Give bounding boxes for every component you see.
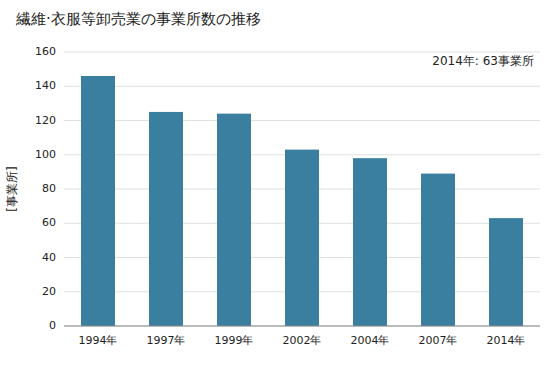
y-tick-label: 40 (42, 251, 56, 264)
y-tick-label: 120 (35, 114, 56, 127)
bar (81, 76, 115, 326)
chart-container: 0 20 40 60 80 100 120 140 160 1994年 1997年 1999年 2002… (0, 0, 560, 366)
x-axis-line (64, 326, 540, 327)
x-tick-label: 2014年 (487, 334, 526, 347)
y-tick-label: 20 (42, 285, 56, 298)
bars (81, 76, 523, 326)
x-tick-label: 2004年 (351, 334, 390, 347)
y-axis-label: [事業所] (5, 166, 19, 211)
x-tick-label: 2007年 (419, 334, 458, 347)
title: 繊維·衣服等卸売業の事業所数の推移 (15, 10, 261, 28)
grid-line (64, 52, 540, 53)
y-tick-label: 0 (49, 319, 56, 332)
y-tick-label: 140 (35, 79, 56, 92)
x-tick-label: 1994年 (79, 334, 118, 347)
y-tick-label: 160 (35, 45, 56, 58)
chart-svg: 0 20 40 60 80 100 120 140 160 1994年 1997年 1999年 2002… (0, 0, 560, 366)
bar (285, 150, 319, 326)
bar (149, 112, 183, 326)
grid-line (64, 120, 540, 121)
bar (217, 114, 251, 326)
bar (489, 218, 523, 326)
y-tick-label: 100 (35, 148, 56, 161)
x-tick-label: 1997年 (147, 334, 186, 347)
grid-line (64, 86, 540, 87)
grid (64, 52, 540, 326)
annotation: 2014年: 63事業所 (432, 54, 534, 68)
y-tick-label: 60 (42, 216, 56, 229)
bar (421, 174, 455, 326)
x-tick-label: 2002年 (283, 334, 322, 347)
bar (353, 158, 387, 326)
grid-line (64, 326, 540, 327)
x-tick-label: 1999年 (215, 334, 254, 347)
y-tick-label: 80 (42, 182, 56, 195)
